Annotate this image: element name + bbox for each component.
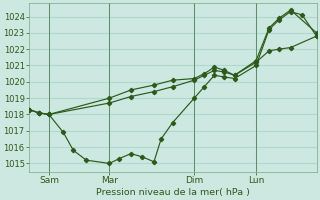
X-axis label: Pression niveau de la mer( hPa ): Pression niveau de la mer( hPa ) — [96, 188, 250, 197]
